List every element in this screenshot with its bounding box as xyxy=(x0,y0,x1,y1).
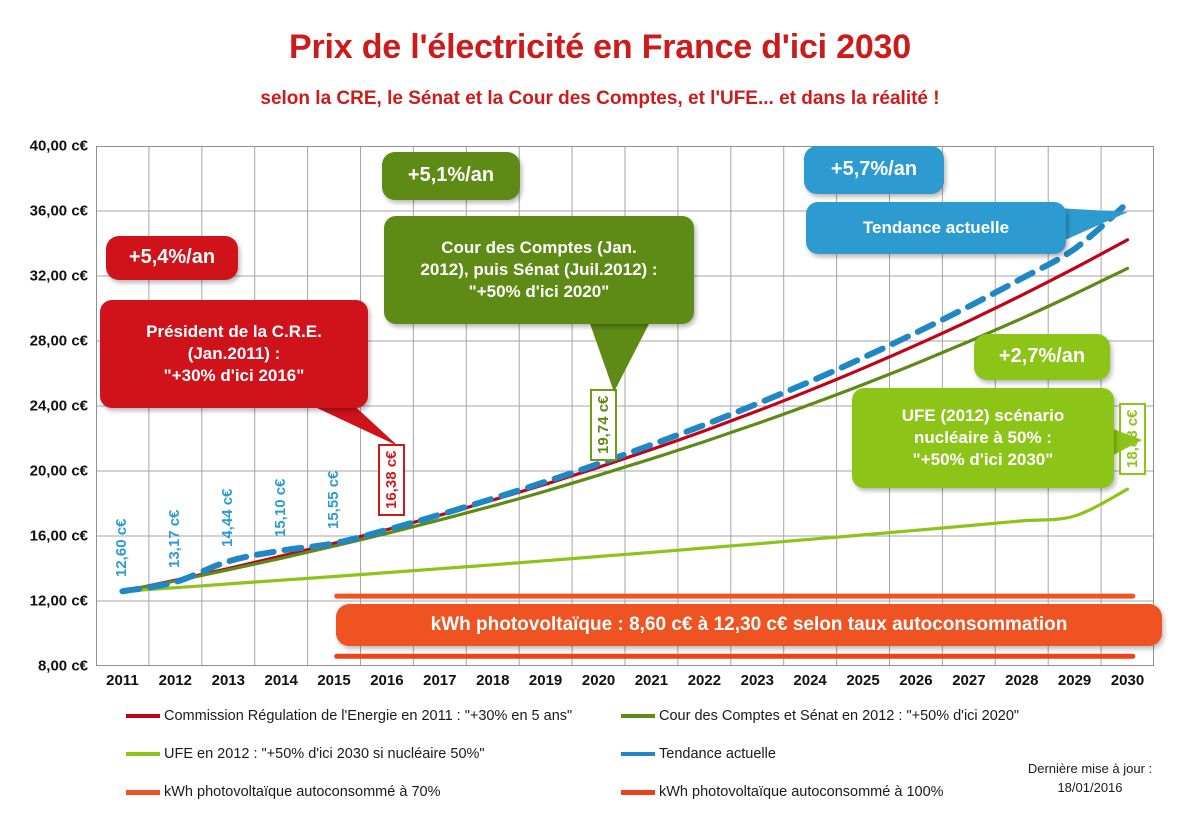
y-tick-label: 12,00 c€ xyxy=(29,592,88,610)
plot-border xyxy=(96,146,1154,666)
legend-item[interactable]: Tendance actuelle xyxy=(621,746,776,762)
y-tick-label: 16,00 c€ xyxy=(29,527,88,545)
x-tick-label: 2017 xyxy=(423,672,457,689)
x-tick-label: 2019 xyxy=(528,672,563,689)
callout-trend-note: Tendance actuelle xyxy=(806,202,1066,254)
x-tick-label: 2022 xyxy=(687,672,722,689)
chart-legend: Commission Régulation de l'Energie en 20… xyxy=(96,708,1086,808)
data-point-label: 16,38 c€ xyxy=(377,443,405,516)
callout-courdescomptes-note: Cour des Comptes (Jan. 2012), puis Sénat … xyxy=(384,216,694,324)
legend-label: Cour des Comptes et Sénat en 2012 : "+50… xyxy=(659,708,1020,724)
callout-ufe-note-text: UFE (2012) scénario nucléaire à 50% : "+50… xyxy=(901,406,1065,469)
data-point-label: 18,88 c€ xyxy=(1118,402,1146,476)
data-point-label: 13,17 c€ xyxy=(166,509,184,568)
callout-cre-note-text: Président de la C.R.E. (Jan.2011) : "+30% … xyxy=(146,322,322,385)
y-tick-label: 36,00 c€ xyxy=(29,202,88,220)
x-tick-label: 2016 xyxy=(370,672,404,689)
data-point-label: 12,60 c€ xyxy=(113,518,131,578)
x-tick-label: 2021 xyxy=(634,672,669,689)
y-tick-label: 20,00 c€ xyxy=(29,462,88,480)
legend-swatch xyxy=(621,789,655,795)
last-update-value: 18/01/2016 xyxy=(1057,779,1123,795)
x-tick-label: 2027 xyxy=(952,672,986,689)
data-point-label: 15,55 c€ xyxy=(325,470,342,530)
x-tick-label: 2013 xyxy=(211,672,245,689)
legend-item[interactable]: UFE en 2012 : "+50% d'ici 2030 si nucléa… xyxy=(126,746,485,762)
x-tick-label: 2012 xyxy=(158,672,192,689)
series-line xyxy=(120,487,1130,593)
legend-swatch xyxy=(126,714,160,718)
y-tick-label: 24,00 c€ xyxy=(29,397,88,415)
x-tick-label: 2025 xyxy=(846,672,880,689)
legend-item[interactable]: kWh photovoltaïque autoconsommé à 100% xyxy=(621,784,944,800)
y-tick-label: 28,00 c€ xyxy=(29,332,88,350)
legend-swatch xyxy=(126,752,160,756)
callout-ufe-percent: +2,7%/an xyxy=(974,334,1110,380)
series-line xyxy=(119,199,1131,595)
y-tick-label: 32,00 c€ xyxy=(29,267,88,285)
callout-cre-percent: +5,4%/an xyxy=(106,236,238,280)
legend-swatch xyxy=(126,789,160,795)
chart-subtitle: selon la CRE, le Sénat et la Cour des Co… xyxy=(260,88,940,109)
legend-item[interactable]: kWh photovoltaïque autoconsommé à 70% xyxy=(126,784,440,800)
x-tick-label: 2024 xyxy=(793,672,827,689)
y-tick-label: 40,00 c€ xyxy=(29,137,88,155)
legend-item[interactable]: Commission Régulation de l'Energie en 20… xyxy=(126,708,572,724)
x-tick-label: 2015 xyxy=(317,672,351,689)
callout-trend-percent: +5,7%/an xyxy=(804,146,944,194)
x-tick-label: 2023 xyxy=(740,672,774,689)
data-point-label: 14,44 c€ xyxy=(219,489,237,548)
callout-trend-note-text: Tendance actuelle xyxy=(862,218,1010,238)
x-tick-label: 2018 xyxy=(476,672,510,689)
series-line xyxy=(120,238,1130,593)
callout-ufe-note: UFE (2012) scénario nucléaire à 50% : "+50… xyxy=(852,388,1114,488)
x-tick-label: 2014 xyxy=(264,672,298,689)
y-axis-labels: 40,00 c€ 36,00 c€ 32,00 c€ 28,00 c€ 24,00 c€… xyxy=(0,138,88,675)
x-tick-label: 2011 xyxy=(106,672,139,689)
y-tick-label: 8,00 c€ xyxy=(37,657,88,675)
callout-cre-note: Président de la C.R.E. (Jan.2011) : "+30% … xyxy=(100,300,368,408)
pv-banner: kWh photovoltaïque : 8,60 c€ à 12,30 c€ … xyxy=(336,604,1162,646)
last-update-label: Dernière mise à jour : xyxy=(1027,761,1153,776)
series-line xyxy=(120,266,1130,593)
last-update: Dernière mise à jour : 18/01/2016 xyxy=(985,760,1195,798)
legend-label: UFE en 2012 : "+50% d'ici 2030 si nucléa… xyxy=(164,746,485,762)
data-point-label: 15,10 c€ xyxy=(272,478,290,537)
callout-courdescomptes-note-text: Cour des Comptes (Jan. 2012), puis Sénat … xyxy=(420,238,658,301)
x-axis-labels: 2011 2012 2013 2014 2015 2016 2017 2018 2019 2020… xyxy=(96,672,1154,700)
data-point-label: 19,74 c€ xyxy=(589,388,617,462)
legend-label: kWh photovoltaïque autoconsommé à 100% xyxy=(659,784,944,800)
chart-title: Prix de l'électricité en France d'ici 20… xyxy=(289,28,911,66)
legend-swatch xyxy=(621,714,655,718)
x-tick-label: 2029 xyxy=(1057,672,1092,689)
x-tick-label: 2020 xyxy=(581,672,616,689)
legend-label: kWh photovoltaïque autoconsommé à 70% xyxy=(164,784,441,800)
callout-courdescomptes-percent: +5,1%/an xyxy=(382,152,520,200)
x-tick-label: 2026 xyxy=(899,672,933,689)
legend-swatch xyxy=(621,752,655,756)
legend-item[interactable]: Cour des Comptes et Sénat en 2012 : "+50… xyxy=(621,708,1019,724)
legend-label: Commission Régulation de l'Energie en 20… xyxy=(164,708,573,724)
legend-label: Tendance actuelle xyxy=(659,746,776,762)
x-tick-label: 2030 xyxy=(1110,672,1145,689)
x-tick-label: 2028 xyxy=(1005,672,1039,689)
